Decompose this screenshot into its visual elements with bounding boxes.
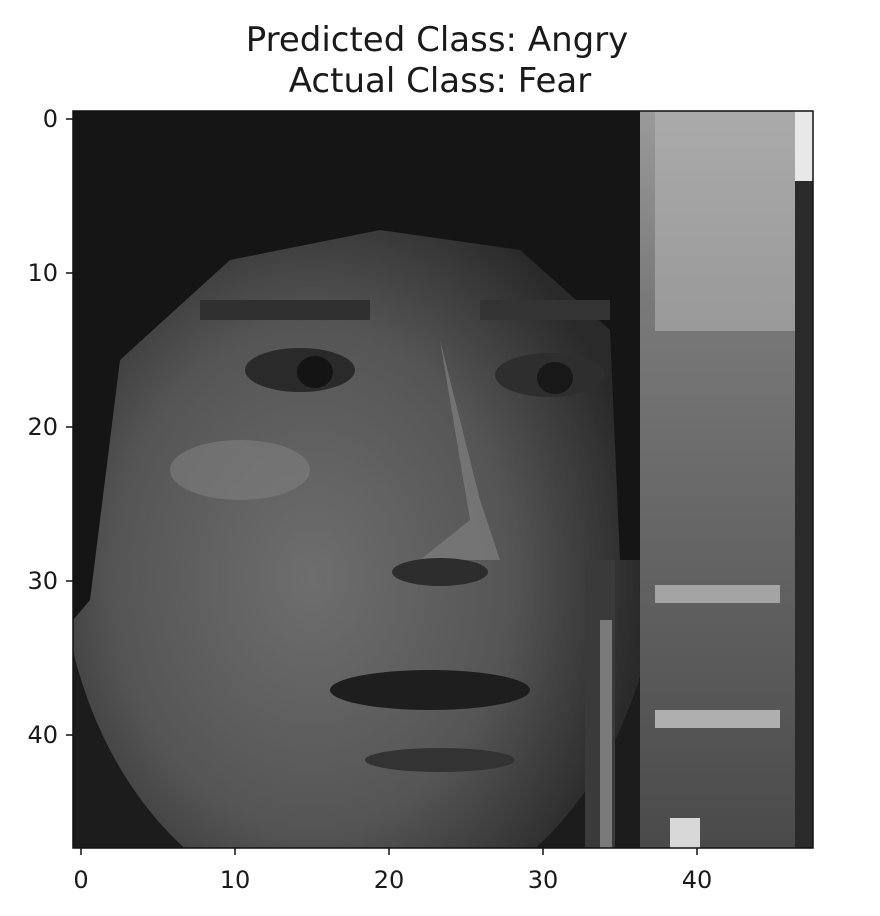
- y-tick-label: 20: [27, 413, 58, 441]
- x-tick-label: 30: [528, 866, 559, 894]
- y-tick-label: 40: [27, 721, 58, 749]
- y-tick-label: 30: [27, 567, 58, 595]
- x-tick-label: 10: [220, 866, 251, 894]
- image-frame: [72, 110, 814, 849]
- face-image: [73, 111, 813, 848]
- y-tick-label: 10: [27, 259, 58, 287]
- x-tick-label: 20: [374, 866, 405, 894]
- x-tick-label: 0: [73, 866, 88, 894]
- y-axis: 0 10 20 30 40: [27, 105, 73, 749]
- predicted-class-title: Predicted Class: Angry: [245, 20, 629, 60]
- x-axis: 0 10 20 30 40: [73, 848, 712, 894]
- actual-class-title: Actual Class: Fear: [288, 61, 592, 101]
- x-tick-label: 40: [682, 866, 713, 894]
- y-tick-label: 0: [43, 105, 58, 133]
